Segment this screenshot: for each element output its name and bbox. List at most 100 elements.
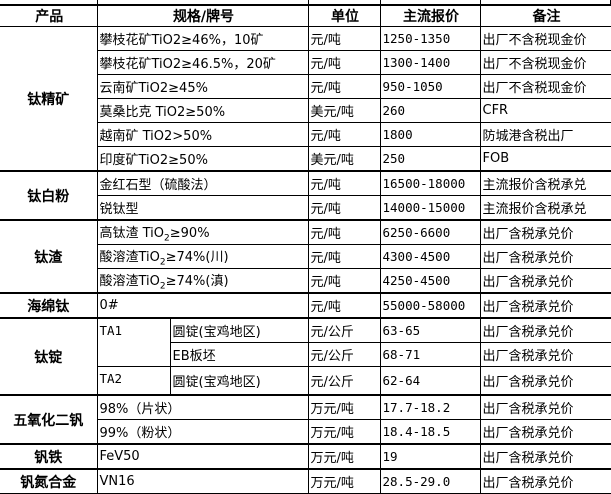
table-row: 钛渣 高钛渣 TiO2≥90% 元/吨 6250-6600 出厂含税承兑价 bbox=[0, 219, 611, 294]
spec-cell: 99%（粉状） bbox=[97, 419, 309, 445]
spec-cell: 攀枝花矿TiO2≥46.5%，20矿 bbox=[97, 50, 309, 75]
unit-cell: 美元/吨 bbox=[307, 146, 381, 172]
spec-cell: 云南矿TiO2≥45% bbox=[97, 74, 309, 99]
price-cell: 16500-18000 bbox=[379, 170, 481, 196]
note-cell: 出厂不含税现金价 bbox=[479, 74, 611, 99]
price-cell: 62-64 bbox=[379, 366, 481, 396]
spec-cell: 0# bbox=[96, 292, 309, 319]
table-row: 99%（粉状） 万元/吨 18.4-18.5 出厂含税承兑价 bbox=[0, 419, 611, 445]
header-unit: 单位 bbox=[307, 5, 381, 27]
table-row: 钛锭 TA1 圆锭(宝鸡地区) 元/公斤 63-65 出厂含税承兑价 bbox=[0, 317, 611, 396]
spec-post: ≥90% bbox=[169, 225, 210, 241]
price-cell: 4300-4500 bbox=[379, 244, 481, 269]
price-cell: 63-65 bbox=[379, 317, 481, 343]
header-product: 产品 bbox=[0, 5, 98, 27]
spec-sub: 2 bbox=[164, 233, 170, 244]
price-cell: 950-1050 bbox=[379, 74, 481, 99]
price-cell: 18.4-18.5 bbox=[379, 419, 481, 445]
unit-cell: 元/吨 bbox=[307, 74, 381, 99]
unit-cell: 元/吨 bbox=[307, 170, 381, 196]
unit-cell: 万元/吨 bbox=[307, 443, 381, 470]
note-cell: 防城港含税出厂 bbox=[479, 122, 611, 147]
spec-pre: 酸溶渣TiO bbox=[99, 249, 160, 265]
spec-cell: 酸溶渣TiO2≥74%(川) bbox=[97, 244, 309, 269]
note-cell: 出厂含税承兑价 bbox=[479, 419, 611, 445]
spec-cell: 印度矿TiO2≥50% bbox=[97, 146, 309, 172]
spec-post: ≥74%(川) bbox=[165, 249, 229, 265]
price-cell: 1250-1350 bbox=[379, 26, 481, 51]
table-row: 钒铁 FeV50 万元/吨 19 出厂含税承兑价 bbox=[0, 443, 611, 470]
spec-cell: 攀枝花矿TiO2≥46%，10矿 bbox=[96, 26, 309, 51]
product-cell: 五氧化二钒 bbox=[0, 394, 98, 445]
table-row: TA2 圆锭(宝鸡地区) 元/公斤 62-64 出厂含税承兑价 bbox=[0, 366, 611, 396]
table-row: 越南矿 TiO2>50% 元/吨 1800 防城港含税出厂 bbox=[0, 122, 611, 147]
form-cell: EB板坯 bbox=[170, 342, 309, 367]
spec-sub: 2 bbox=[159, 281, 166, 292]
unit-cell: 美元/吨 bbox=[307, 98, 381, 123]
unit-cell: 万元/吨 bbox=[307, 468, 381, 494]
price-cell: 55000-58000 bbox=[379, 292, 481, 319]
spec-cell: VN16 bbox=[96, 468, 309, 494]
table-row: 钒氮合金 VN16 万元/吨 28.5-29.0 出厂含税承兑价 bbox=[0, 468, 611, 494]
note-cell: 出厂含税承兑价 bbox=[479, 268, 611, 294]
product-cell: 钛白粉 bbox=[0, 170, 98, 221]
note-cell: 出厂含税承兑价 bbox=[479, 219, 611, 245]
form-cell: 圆锭(宝鸡地区) bbox=[169, 366, 309, 396]
unit-cell: 万元/吨 bbox=[307, 419, 381, 445]
table-row: 攀枝花矿TiO2≥46.5%，20矿 元/吨 1300-1400 出厂不含税现金价 bbox=[0, 50, 611, 75]
note-cell: CFR bbox=[479, 98, 611, 123]
note-cell: 出厂含税承兑价 bbox=[479, 244, 611, 269]
price-cell: 17.7-18.2 bbox=[379, 394, 481, 420]
product-cell: 钛渣 bbox=[0, 219, 98, 294]
product-cell: 钛精矿 bbox=[0, 26, 98, 172]
price-cell: 250 bbox=[379, 146, 481, 172]
header-price: 主流报价 bbox=[379, 5, 481, 27]
note-cell: 出厂含税承兑价 bbox=[479, 292, 611, 319]
unit-cell: 元/吨 bbox=[307, 244, 381, 269]
spec-post: ≥74%(滇) bbox=[165, 273, 229, 289]
price-cell: 28.5-29.0 bbox=[379, 468, 481, 494]
note-cell: 出厂含税承兑价 bbox=[479, 394, 611, 420]
table-row: 锐钛型 元/吨 14000-15000 主流报价含税承兑 bbox=[0, 195, 611, 221]
note-cell: 出厂含税承兑价 bbox=[479, 366, 611, 396]
spec-pre: 酸溶渣TiO bbox=[99, 273, 160, 289]
note-cell: 出厂不含税现金价 bbox=[479, 50, 611, 75]
price-cell: 19 bbox=[379, 443, 481, 470]
unit-cell: 元/吨 bbox=[307, 292, 381, 319]
header-row: 产品 规格/牌号 单位 主流报价 备注 bbox=[0, 5, 611, 27]
spec-sub: 2 bbox=[159, 257, 166, 268]
spec-cell: 金红石型（硫酸法） bbox=[96, 170, 309, 196]
header-spec: 规格/牌号 bbox=[96, 5, 309, 27]
header-note: 备注 bbox=[479, 5, 611, 27]
unit-cell: 元/吨 bbox=[307, 195, 381, 221]
unit-cell: 元/吨 bbox=[307, 122, 381, 147]
note-cell: 出厂不含税现金价 bbox=[479, 26, 611, 51]
price-cell: 4250-4500 bbox=[379, 268, 481, 294]
spec-pre: 高钛渣 TiO bbox=[99, 225, 165, 241]
spec-cell: 越南矿 TiO2>50% bbox=[97, 122, 309, 147]
price-cell: 6250-6600 bbox=[379, 219, 481, 245]
spec-cell: 高钛渣 TiO2≥90% bbox=[96, 219, 309, 245]
table-row: 莫桑比克 TiO2≥50% 美元/吨 260 CFR bbox=[0, 98, 611, 123]
note-cell: FOB bbox=[479, 146, 611, 172]
spec-cell: FeV50 bbox=[96, 443, 309, 470]
unit-cell: 元/公斤 bbox=[307, 366, 381, 396]
price-cell: 14000-15000 bbox=[379, 195, 481, 221]
table-row: 钛精矿 攀枝花矿TiO2≥46%，10矿 元/吨 1250-1350 出厂不含税现金价 bbox=[0, 26, 611, 172]
spec-cell: 锐钛型 bbox=[97, 195, 309, 221]
unit-cell: 元/公斤 bbox=[307, 342, 381, 367]
table-row: 海绵钛 0# 元/吨 55000-58000 出厂含税承兑价 bbox=[0, 292, 611, 319]
note-cell: 出厂含税承兑价 bbox=[479, 468, 611, 494]
product-cell: 钒铁 bbox=[0, 443, 98, 470]
unit-cell: 元/公斤 bbox=[307, 317, 381, 343]
note-cell: 出厂含税承兑价 bbox=[479, 443, 611, 470]
unit-cell: 元/吨 bbox=[307, 50, 381, 75]
grade-cell: TA2 bbox=[97, 366, 171, 396]
price-cell: 260 bbox=[379, 98, 481, 123]
product-cell: 钛锭 bbox=[0, 317, 98, 396]
grade-cell: TA1 bbox=[96, 317, 171, 367]
spec-cell: 莫桑比克 TiO2≥50% bbox=[97, 98, 309, 123]
unit-cell: 万元/吨 bbox=[307, 394, 381, 420]
note-cell: 主流报价含税承兑 bbox=[479, 195, 611, 221]
price-table: 产品 规格/牌号 单位 主流报价 备注 钛精矿 攀枝花矿TiO2≥46%，10矿元… bbox=[0, 5, 611, 494]
